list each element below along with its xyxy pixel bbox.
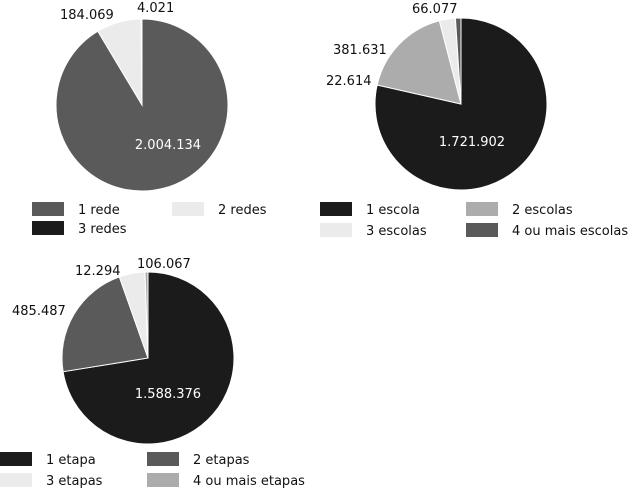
pie-slice (61, 276, 149, 373)
data-label: 2.004.134 (135, 138, 201, 153)
pie-chart-1: 2.004.134 184.069 4.021 1 rede 2 redes 3 rede… (32, 1, 267, 237)
legend-swatch (147, 473, 179, 487)
legend: 1 rede 2 redes 3 redes (32, 202, 267, 237)
legend-label: 2 escolas (512, 203, 573, 218)
pie-chart-3: 1.588.376 485.487 106.067 12.294 1 etapa 2 et… (0, 257, 305, 489)
legend-label: 2 redes (218, 203, 267, 218)
data-label: 12.294 (75, 264, 121, 279)
data-label: 485.487 (12, 304, 66, 319)
legend-label: 4 ou mais escolas (512, 224, 628, 239)
data-label: 184.069 (60, 8, 114, 23)
pie-slice (376, 20, 462, 105)
data-label: 66.077 (412, 2, 458, 17)
pie-slice (140, 18, 143, 106)
data-label: 4.021 (137, 1, 174, 16)
legend-label: 1 rede (78, 203, 120, 218)
legend-swatch (32, 221, 64, 235)
legend-label: 1 escola (366, 203, 420, 218)
data-label: 22.614 (326, 74, 372, 89)
legend-swatch (0, 473, 32, 487)
legend-label: 1 etapa (46, 453, 96, 468)
legend-label: 3 redes (78, 222, 127, 237)
legend-label: 3 etapas (46, 474, 103, 489)
legend: 1 etapa 2 etapas 3 etapas 4 ou mais etapas (0, 452, 305, 489)
legend-label: 4 ou mais etapas (193, 474, 305, 489)
legend-swatch (172, 202, 204, 216)
legend-swatch (32, 202, 64, 216)
legend-label: 3 escolas (366, 224, 427, 239)
legend-swatch (320, 202, 352, 216)
data-label: 1.588.376 (135, 387, 201, 402)
legend-swatch (147, 452, 179, 466)
legend-swatch (466, 202, 498, 216)
pie-slice (454, 17, 462, 105)
legend-label: 2 etapas (193, 453, 250, 468)
data-label: 381.631 (333, 43, 387, 58)
data-label: 106.067 (137, 257, 191, 272)
data-label: 1.721.902 (439, 135, 505, 150)
legend-swatch (320, 223, 352, 237)
pie-slice (144, 271, 149, 359)
legend: 1 escola 2 escolas 3 escolas 4 ou mais esco… (320, 202, 628, 239)
legend-swatch (0, 452, 32, 466)
pie-chart-2: 1.721.902 381.631 66.077 22.614 1 escola 2 es… (320, 2, 628, 239)
legend-swatch (466, 223, 498, 237)
